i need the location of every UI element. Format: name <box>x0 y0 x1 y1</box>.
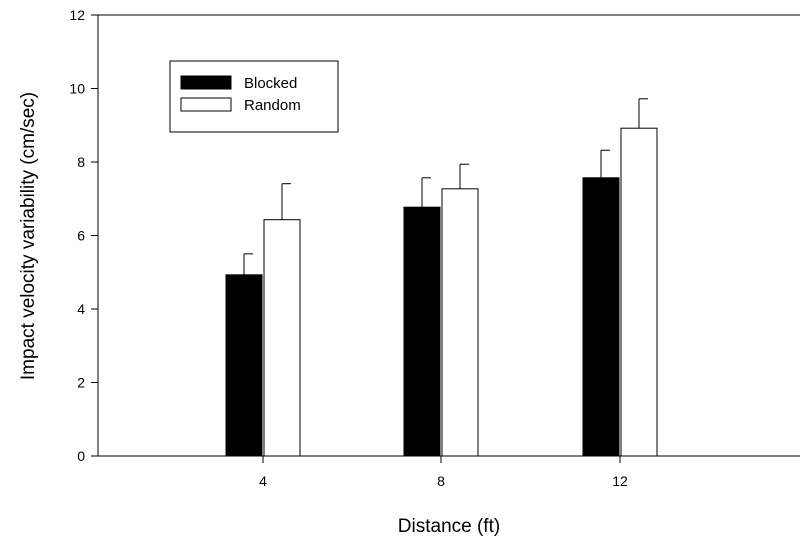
x-tick-label-8: 8 <box>437 473 445 489</box>
bars-layer <box>225 127 658 457</box>
error-bars-layer <box>243 98 648 275</box>
y-tick-label-10: 10 <box>69 81 85 97</box>
y-tick-label-2: 2 <box>77 375 85 391</box>
bar-random-8 <box>441 188 479 457</box>
y-tick-label-0: 0 <box>77 448 85 464</box>
legend-swatch-random <box>180 97 232 112</box>
y-tick-label-12: 12 <box>69 7 85 23</box>
y-tick-label-8: 8 <box>77 154 85 170</box>
y-tick-label-6: 6 <box>77 228 85 244</box>
bar-blocked-8 <box>403 206 441 457</box>
y-axis-title: Impact velocity variability (cm/sec) <box>18 92 39 380</box>
bar-random-12 <box>620 127 658 457</box>
legend-swatch-blocked <box>180 75 232 90</box>
bar-blocked-12 <box>582 177 620 457</box>
legend: Blocked Random <box>169 60 339 133</box>
legend-box <box>169 60 339 133</box>
legend-label-blocked: Blocked <box>244 75 297 92</box>
bar-random-4 <box>263 219 301 457</box>
x-axis-title: Distance (ft) <box>398 516 500 537</box>
ticks-layer: 0 2 4 6 8 10 12 4 8 12 <box>69 7 628 489</box>
x-tick-label-4: 4 <box>259 473 267 489</box>
legend-label-random: Random <box>244 97 301 114</box>
y-tick-label-4: 4 <box>77 301 85 317</box>
bar-blocked-4 <box>225 274 263 457</box>
x-tick-label-12: 12 <box>612 473 628 489</box>
